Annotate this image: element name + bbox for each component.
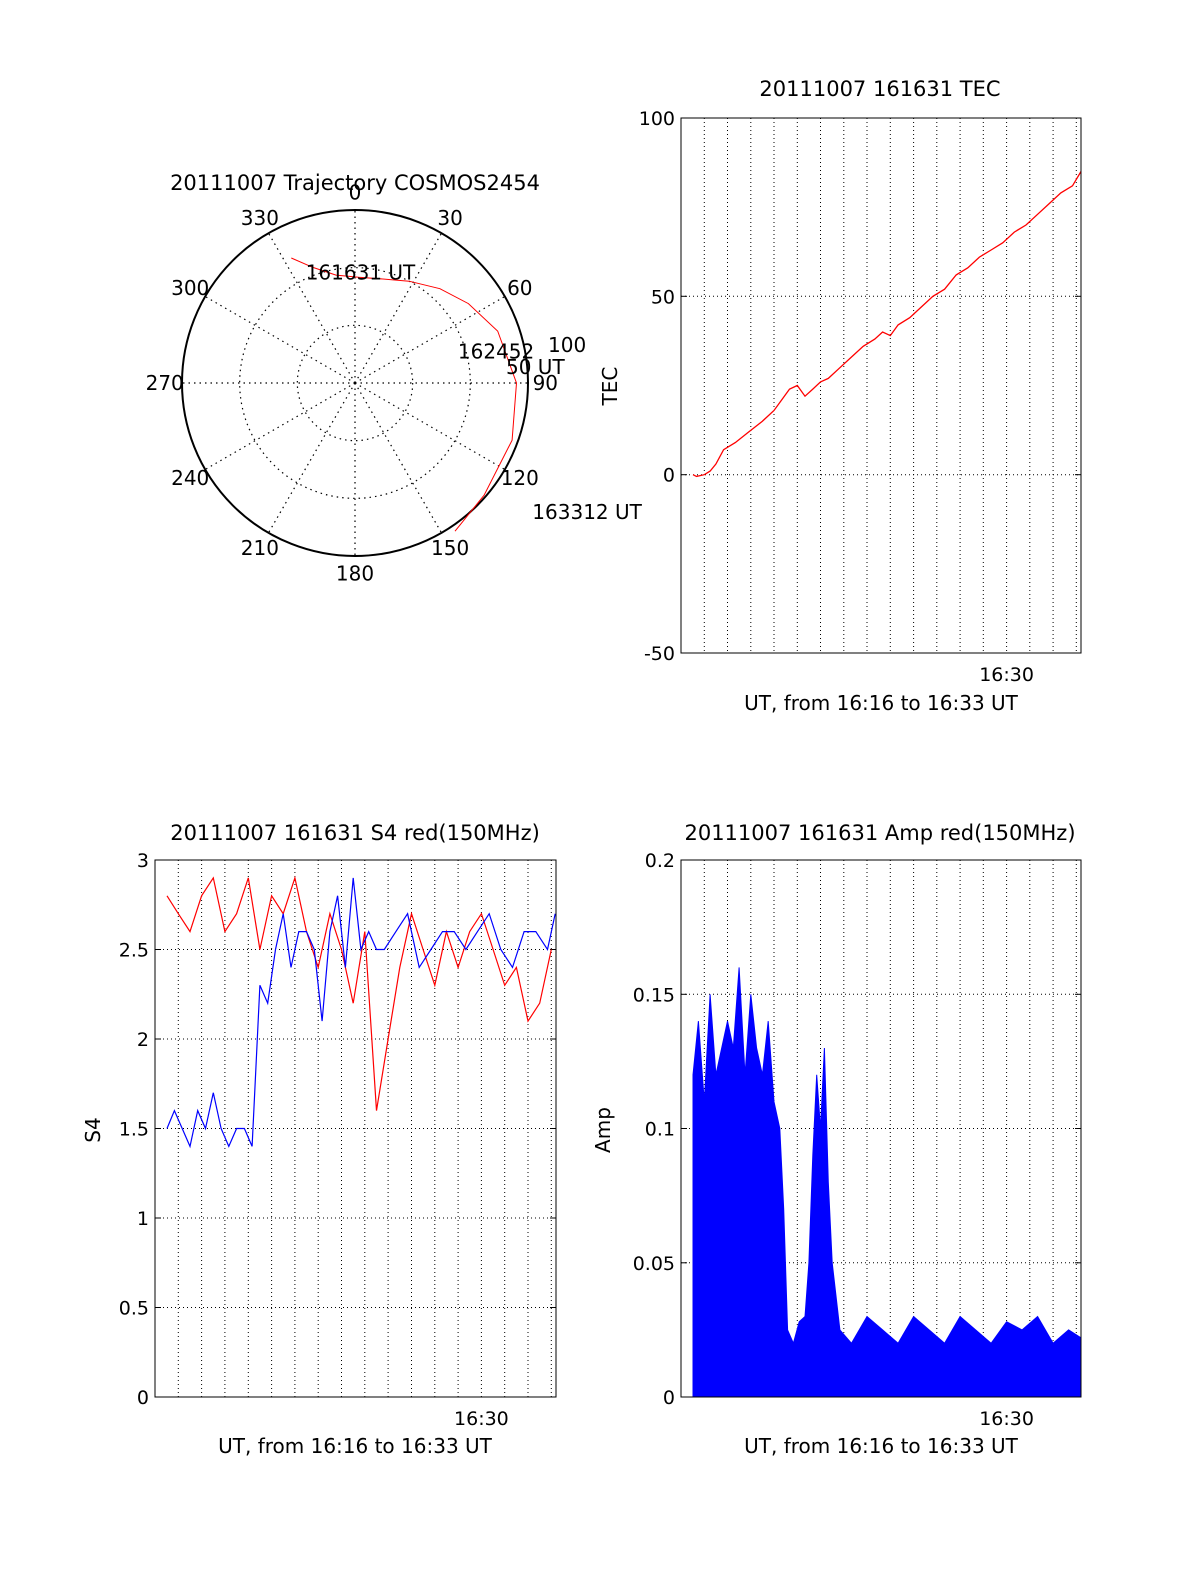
tec-series-red — [692, 171, 1081, 478]
azimuth-label: 240 — [171, 466, 209, 490]
y-tick-label: 0.05 — [633, 1253, 675, 1275]
amp-series — [692, 967, 1081, 1397]
y-tick-label: 1.5 — [119, 1119, 149, 1141]
azimuth-label: 180 — [336, 561, 374, 585]
azimuth-label: 210 — [241, 536, 279, 560]
s4-xlabel: UT, from 16:16 to 16:33 UT — [218, 1434, 493, 1458]
s4-series-red — [166, 875, 552, 1111]
x-tick-label: 16:30 — [979, 664, 1034, 686]
x-tick-label: 16:30 — [979, 1408, 1034, 1430]
polar-spoke — [354, 382, 506, 471]
tec-panel: 20111007 161631 TEC -50 0 50 100 16:30 UT, f… — [598, 77, 1082, 715]
polar-spoke — [354, 295, 506, 384]
track-time-label: 161631 UT — [306, 260, 416, 284]
polar-grid — [181, 209, 529, 557]
azimuth-label: 330 — [241, 206, 279, 230]
polar-spoke — [354, 232, 443, 384]
polar-spoke — [267, 382, 356, 534]
y-tick-label: 0.5 — [119, 1298, 149, 1320]
y-tick-label: 50 — [651, 286, 675, 308]
y-tick-label: 2.5 — [119, 940, 149, 962]
azimuth-label: 60 — [507, 276, 532, 300]
tec-ylabel: TEC — [598, 367, 622, 407]
polar-spoke — [267, 232, 356, 384]
track-time-label: 162452 — [458, 340, 534, 364]
amp-series-area — [692, 967, 1081, 1397]
y-tick-label: 3 — [137, 850, 149, 872]
s4-title: 20111007 161631 S4 red(150MHz) — [170, 821, 540, 845]
y-tick-label: 0.2 — [645, 850, 675, 872]
amp-title: 20111007 161631 Amp red(150MHz) — [684, 821, 1075, 845]
amp-panel: 20111007 161631 Amp red(150MHz) 0 0.05 0.1… — [591, 821, 1082, 1458]
azimuth-label: 120 — [501, 466, 539, 490]
trajectory-track — [291, 257, 518, 532]
amp-plot-frame — [680, 859, 1082, 1398]
polar-spoke — [204, 382, 356, 471]
s4-plot-frame — [154, 859, 557, 1398]
y-tick-label: 0 — [663, 1387, 675, 1409]
y-tick-label: 0.1 — [645, 1119, 675, 1141]
amp-tick-labels: 0 0.05 0.1 0.15 0.2 16:30 — [633, 850, 1034, 1430]
azimuth-label: 300 — [171, 276, 209, 300]
azimuth-label: 270 — [146, 371, 184, 395]
azimuth-label: 90 — [533, 371, 558, 395]
trajectory-polar-plot: 20111007 Trajectory COSMOS2454 0 30 60 90 12… — [146, 171, 643, 585]
tec-series — [692, 171, 1081, 478]
y-tick-label: 0 — [137, 1387, 149, 1409]
tec-tick-labels: -50 0 50 100 16:30 — [639, 108, 1034, 686]
tec-xlabel: UT, from 16:16 to 16:33 UT — [744, 691, 1019, 715]
s4-series-blue — [166, 877, 556, 1149]
s4-series — [166, 875, 556, 1149]
azimuth-label: 150 — [431, 536, 469, 560]
y-tick-label: 1 — [137, 1208, 149, 1230]
trajectory-title: 20111007 Trajectory COSMOS2454 — [170, 171, 540, 195]
y-tick-label: -50 — [644, 643, 675, 665]
amp-ylabel: Amp — [591, 1107, 615, 1153]
polar-azimuth-labels: 0 30 60 90 120 150 180 210 240 270 300 330 — [146, 181, 558, 586]
polar-horizon-circle — [181, 209, 529, 557]
azimuth-label: 0 — [349, 181, 362, 205]
tec-grid — [681, 117, 1081, 654]
amp-xlabel: UT, from 16:16 to 16:33 UT — [744, 1434, 1019, 1458]
s4-panel: 20111007 161631 S4 red(150MHz) 0 0.5 1 1.5 2… — [81, 821, 557, 1458]
polar-spoke — [354, 382, 443, 534]
track-time-label: 50 UT — [506, 355, 565, 379]
y-tick-label: 0 — [663, 465, 675, 487]
s4-tick-labels: 0 0.5 1 1.5 2 2.5 3 16:30 — [119, 850, 509, 1430]
polar-spoke — [204, 295, 356, 384]
radial-tick-label: 100 — [548, 333, 586, 357]
y-tick-label: 100 — [639, 108, 675, 130]
y-tick-label: 2 — [137, 1029, 149, 1051]
tec-plot-frame — [680, 117, 1082, 654]
x-tick-label: 16:30 — [454, 1408, 509, 1430]
polar-elevation-circle — [239, 267, 471, 499]
polar-elevation-circle — [296, 324, 414, 442]
s4-grid — [155, 859, 556, 1398]
tec-title: 20111007 161631 TEC — [759, 77, 1000, 101]
s4-ylabel: S4 — [81, 1117, 105, 1142]
azimuth-label: 30 — [437, 206, 462, 230]
y-tick-label: 0.15 — [633, 984, 675, 1006]
track-time-label: 163312 UT — [532, 500, 642, 524]
